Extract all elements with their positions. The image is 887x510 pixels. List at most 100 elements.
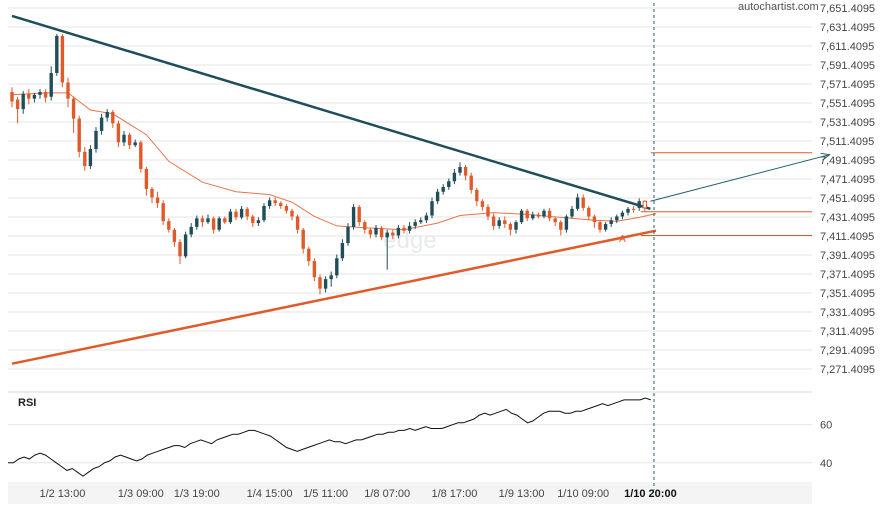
candle-body — [279, 203, 283, 206]
brand-logo-text: autochartist.com — [738, 1, 819, 13]
candle-body — [307, 248, 311, 262]
candle — [206, 214, 210, 225]
candle — [150, 186, 154, 204]
pattern-point-label: A — [619, 234, 626, 245]
candle — [183, 231, 188, 259]
candle — [592, 214, 597, 228]
candle — [553, 216, 557, 226]
candle — [508, 222, 513, 236]
y-tick-label: 7,351.4095 — [820, 288, 875, 300]
candle — [631, 205, 636, 213]
candle-body — [155, 197, 160, 204]
candle — [536, 212, 541, 219]
candle-body — [469, 175, 473, 190]
x-tick-label: 1/3 19:00 — [174, 488, 220, 500]
candle-body — [211, 218, 216, 230]
candle — [547, 207, 552, 222]
candle-body — [564, 216, 569, 230]
candle — [637, 198, 641, 211]
candle-body — [77, 118, 81, 152]
candle-body — [642, 200, 647, 209]
candle — [413, 219, 417, 229]
candle-body — [463, 167, 468, 176]
candle — [32, 92, 37, 103]
candle-body — [111, 111, 115, 124]
candle — [463, 165, 468, 181]
candle — [480, 199, 485, 211]
x-tick-label: 1/9 13:00 — [499, 488, 545, 500]
y-tick-label: 7,491.4095 — [820, 155, 875, 167]
candle — [295, 214, 300, 234]
candle-body — [27, 93, 31, 99]
candle — [43, 89, 48, 103]
candle — [497, 217, 501, 229]
candle — [519, 208, 524, 225]
candle-body — [105, 111, 109, 118]
y-tick-label: 7,451.4095 — [820, 193, 875, 205]
y-tick-label: 7,331.4095 — [820, 307, 875, 319]
candle-body — [587, 207, 591, 217]
candle-body — [626, 208, 630, 213]
candle — [245, 206, 249, 221]
candle — [312, 258, 317, 282]
candle — [396, 224, 401, 239]
projection-arrow-head — [820, 152, 831, 161]
candle-body — [38, 91, 42, 95]
candle — [587, 205, 591, 221]
candle-body — [340, 243, 345, 259]
candle — [15, 96, 20, 124]
candle — [77, 115, 81, 158]
y-tick-label: 7,571.4095 — [820, 79, 875, 91]
candle-body — [430, 201, 434, 216]
candle-body — [318, 277, 322, 289]
candle-body — [581, 197, 585, 208]
candle — [239, 205, 244, 220]
trendlines-layer — [11, 14, 657, 365]
candle — [329, 271, 333, 287]
candle-body — [631, 208, 636, 210]
candle-body — [178, 242, 182, 257]
candle-body — [547, 210, 552, 219]
candle-body — [363, 222, 367, 230]
candle — [49, 66, 53, 101]
candle — [559, 220, 563, 236]
candle-body — [491, 216, 496, 226]
candle-body — [531, 214, 535, 219]
candle-body — [161, 203, 165, 222]
candle-body — [536, 214, 541, 217]
y-tick-label: 7,591.4095 — [820, 60, 875, 72]
candle-body — [402, 227, 406, 231]
candle — [144, 167, 149, 196]
candle — [256, 217, 261, 226]
candle — [374, 224, 378, 238]
candle — [10, 87, 14, 108]
candle — [251, 214, 255, 227]
rsi-tick-label: 40 — [820, 458, 832, 470]
candle-body — [251, 216, 255, 224]
candle — [603, 222, 608, 232]
candle — [195, 215, 199, 230]
y-tick-label: 7,651.4095 — [820, 3, 875, 15]
candle — [172, 227, 177, 247]
candle — [598, 220, 602, 233]
y-axis: 7,651.4095 7,631.4095 7,611.4095 7,591.4095… — [820, 3, 875, 470]
y-tick-label: 7,431.4095 — [820, 212, 875, 224]
candle — [620, 210, 625, 220]
candle-body — [480, 201, 485, 207]
candle-body — [21, 93, 25, 110]
candle-body — [458, 167, 462, 173]
candle — [200, 215, 205, 227]
candle — [351, 204, 356, 230]
candle — [458, 162, 462, 176]
candle — [335, 254, 339, 279]
candle-body — [503, 220, 507, 225]
candle-body — [60, 35, 65, 83]
candle — [430, 197, 434, 219]
candle — [402, 224, 406, 234]
candle-body — [559, 222, 563, 230]
candle — [127, 132, 132, 149]
y-tick-label: 7,531.4095 — [820, 117, 875, 129]
candle — [301, 227, 305, 254]
